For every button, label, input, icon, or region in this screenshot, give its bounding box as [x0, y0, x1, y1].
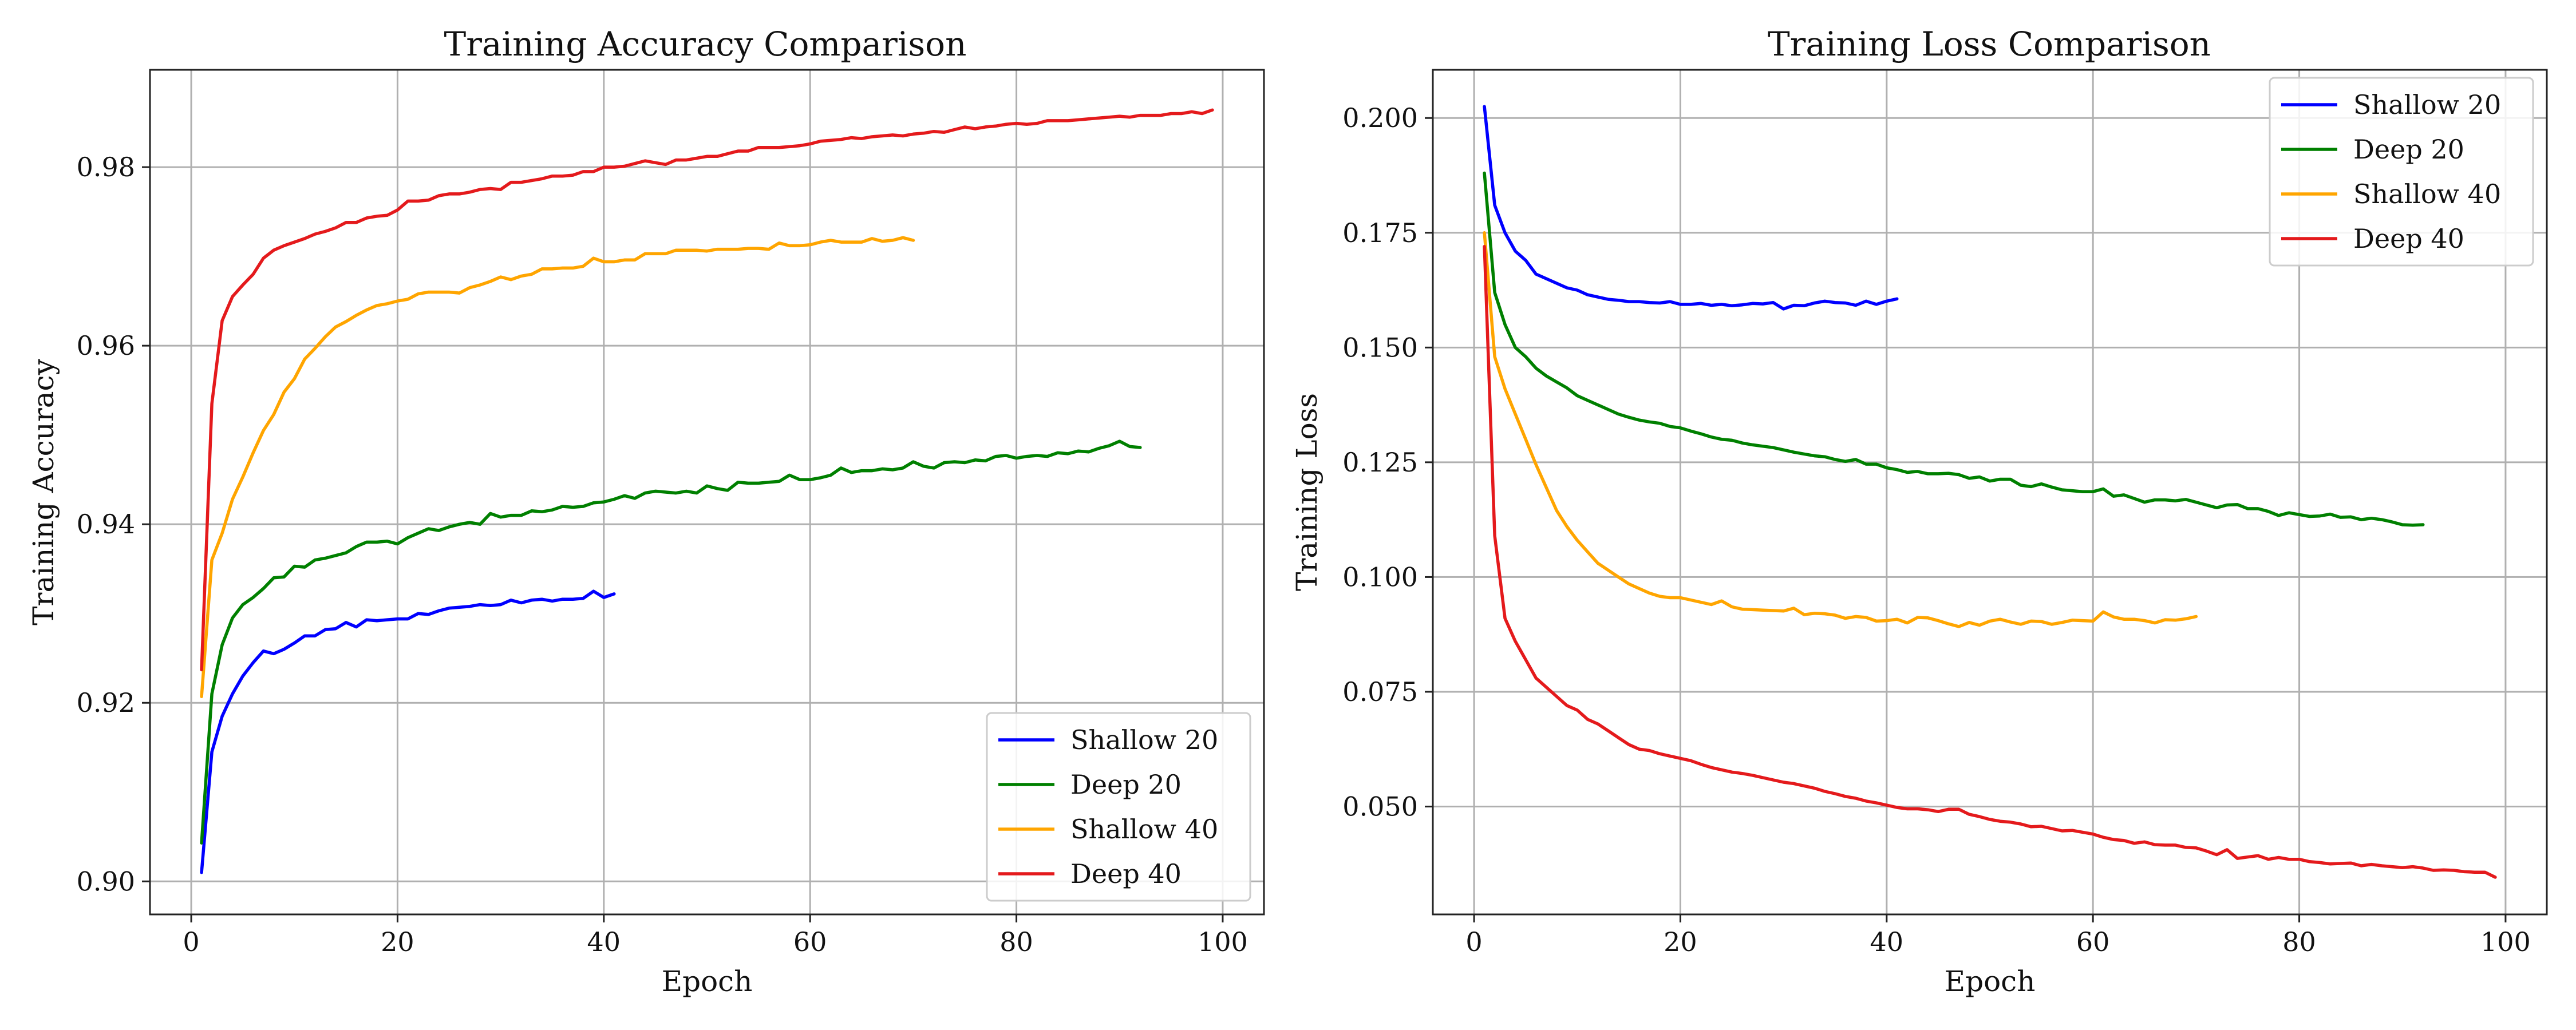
series-line-shallow-20 — [200, 589, 616, 874]
y-tick-label: 0.96 — [77, 330, 135, 361]
series-line-deep-20 — [1483, 171, 2425, 527]
y-tick-label: 0.98 — [77, 152, 135, 183]
x-tick-label: 60 — [793, 926, 827, 957]
x-tick-label: 80 — [2282, 926, 2316, 957]
loss-x-axis-label: Epoch — [1945, 965, 2036, 998]
x-tick-label: 60 — [2076, 926, 2110, 957]
legend-label-shallow-20: Shallow 20 — [1070, 724, 1218, 755]
legend-label-deep-20: Deep 20 — [1070, 769, 1182, 800]
legend-box — [2269, 77, 2534, 267]
y-tick-label: 0.200 — [1342, 102, 1418, 133]
series-line-deep-40 — [200, 108, 1214, 672]
legend-label-shallow-40: Shallow 40 — [1070, 814, 1218, 845]
accuracy-chart: Training Accuracy Comparison 0 20 40 60 80 10… — [27, 25, 1265, 998]
y-tick-label: 0.94 — [77, 509, 135, 540]
accuracy-lines — [200, 108, 1214, 874]
x-tick-label: 100 — [2480, 926, 2531, 957]
loss-plot-frame — [1432, 69, 2548, 916]
y-tick-label: 0.92 — [77, 687, 135, 718]
x-tick-label: 0 — [183, 926, 199, 957]
x-tick-label: 0 — [1465, 926, 1482, 957]
series-line-shallow-40 — [200, 236, 915, 699]
y-tick-label: 0.150 — [1342, 332, 1418, 363]
loss-legend: Shallow 20 Deep 20 Shallow 40 Deep 40 — [2269, 77, 2534, 267]
accuracy-y-axis-label: Training Accuracy — [27, 358, 60, 625]
x-tick-label: 40 — [1870, 926, 1904, 957]
x-tick-label: 40 — [587, 926, 621, 957]
series-line-shallow-20 — [1483, 105, 1899, 311]
x-tick-label: 20 — [1664, 926, 1697, 957]
series-line-deep-40 — [1483, 245, 2497, 879]
legend-label-deep-20: Deep 20 — [2353, 134, 2464, 165]
y-tick-label: 0.125 — [1342, 447, 1418, 478]
y-tick-label: 0.175 — [1342, 217, 1418, 248]
accuracy-x-ticks: 0 20 40 60 80 100 — [183, 914, 1248, 957]
y-tick-label: 0.90 — [77, 866, 135, 897]
accuracy-chart-title: Training Accuracy Comparison — [444, 25, 967, 64]
x-tick-label: 20 — [381, 926, 414, 957]
legend-label-shallow-40: Shallow 40 — [2353, 179, 2501, 209]
y-tick-label: 0.100 — [1342, 561, 1418, 592]
legend-label-deep-40: Deep 40 — [1070, 858, 1182, 889]
accuracy-y-ticks: 0.90 0.92 0.94 0.96 0.98 — [77, 152, 150, 897]
legend-label-shallow-20: Shallow 20 — [2353, 89, 2501, 120]
loss-y-ticks: 0.050 0.075 0.100 0.125 0.150 0.175 0.200 — [1342, 102, 1433, 822]
series-line-deep-20 — [200, 439, 1142, 845]
loss-chart: Training Loss Comparison 0 20 40 60 80 100 0.… — [1290, 25, 2548, 998]
loss-lines — [1483, 105, 2497, 879]
y-tick-label: 0.050 — [1342, 791, 1418, 822]
accuracy-plot-frame — [149, 69, 1265, 916]
accuracy-x-axis-label: Epoch — [662, 965, 753, 998]
y-tick-label: 0.075 — [1342, 676, 1418, 707]
accuracy-grid — [150, 70, 1264, 914]
legend-box — [986, 712, 1251, 902]
loss-chart-title: Training Loss Comparison — [1768, 25, 2211, 64]
x-tick-label: 100 — [1198, 926, 1248, 957]
loss-y-axis-label: Training Loss — [1290, 393, 1323, 591]
legend-label-deep-40: Deep 40 — [2353, 223, 2464, 254]
x-tick-label: 80 — [999, 926, 1033, 957]
accuracy-legend: Shallow 20 Deep 20 Shallow 40 Deep 40 — [986, 712, 1251, 902]
loss-x-ticks: 0 20 40 60 80 100 — [1465, 914, 2531, 957]
series-line-shallow-40 — [1483, 231, 2198, 628]
